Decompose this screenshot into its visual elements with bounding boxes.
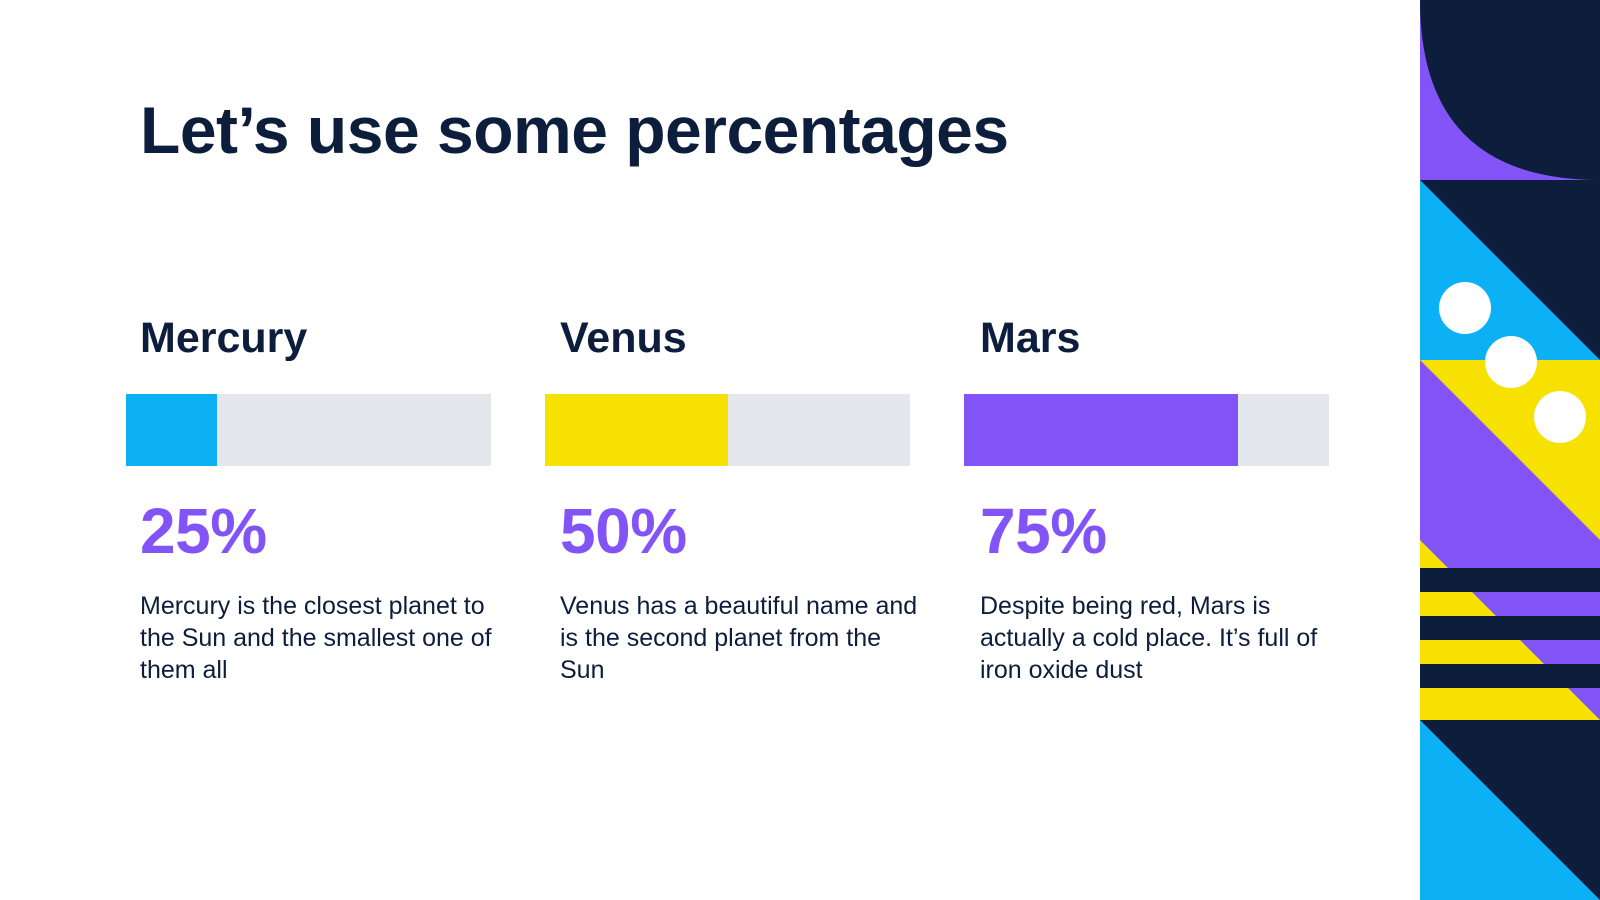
description-mercury: Mercury is the closest planet to the Sun…	[140, 592, 492, 684]
deco-blue-triangle	[1420, 720, 1600, 900]
percent-mercury: 25%	[140, 495, 267, 567]
decorative-pattern	[1420, 0, 1600, 900]
deco-stripe	[1420, 664, 1600, 688]
planet-name-venus: Venus	[560, 314, 687, 362]
deco-stripe	[1420, 616, 1600, 640]
progress-bar-mercury	[126, 394, 491, 466]
description-mars: Despite being red, Mars is actually a co…	[980, 592, 1318, 684]
percent-venus: 50%	[560, 495, 687, 567]
progress-fill-mercury	[126, 394, 218, 466]
progress-bar-venus	[545, 394, 910, 466]
percent-mars: 75%	[980, 495, 1107, 567]
progress-bar-mars	[964, 394, 1329, 466]
deco-leaf-shape	[1420, 0, 1600, 180]
deco-circle	[1485, 336, 1537, 388]
planet-name-mercury: Mercury	[140, 314, 308, 362]
progress-fill-mars	[964, 394, 1238, 466]
deco-stripe	[1420, 568, 1600, 592]
slide-title: Let’s use some percentages	[140, 93, 1009, 167]
planet-name-mars: Mars	[980, 314, 1081, 362]
deco-circle	[1439, 282, 1491, 334]
description-venus: Venus has a beautiful name and is the se…	[560, 592, 918, 684]
deco-circle	[1534, 391, 1586, 443]
progress-fill-venus	[545, 394, 728, 466]
